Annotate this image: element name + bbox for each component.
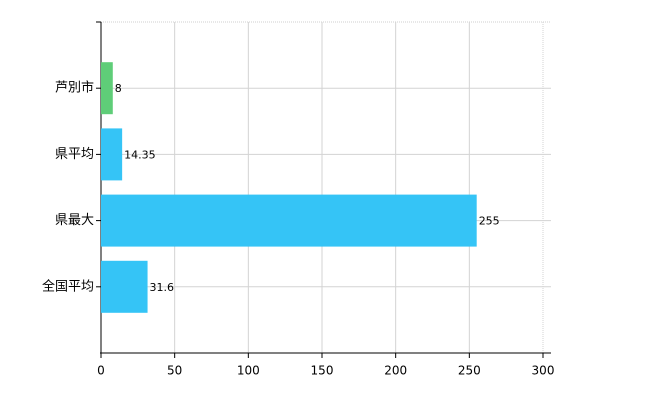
y-tick-label: 県平均 xyxy=(55,147,94,162)
x-tick-label: 300 xyxy=(532,364,555,378)
x-tick-label: 250 xyxy=(458,364,481,378)
y-tick-label: 芦別市 xyxy=(55,80,94,96)
bar xyxy=(101,128,123,181)
x-tick-label: 50 xyxy=(167,364,182,378)
y-tick-label: 県最大 xyxy=(55,213,94,228)
bar xyxy=(101,260,148,313)
x-tick-label: 100 xyxy=(237,364,260,378)
bar xyxy=(101,194,477,247)
value-label: 8 xyxy=(115,82,122,95)
x-tick-label: 0 xyxy=(97,364,105,378)
bar xyxy=(101,62,113,115)
value-label: 14.35 xyxy=(124,148,156,161)
value-label: 255 xyxy=(479,215,500,228)
x-tick-label: 150 xyxy=(311,364,334,378)
value-label: 31.6 xyxy=(150,281,175,294)
x-tick-label: 200 xyxy=(384,364,407,378)
y-tick-label: 全国平均 xyxy=(42,278,94,294)
